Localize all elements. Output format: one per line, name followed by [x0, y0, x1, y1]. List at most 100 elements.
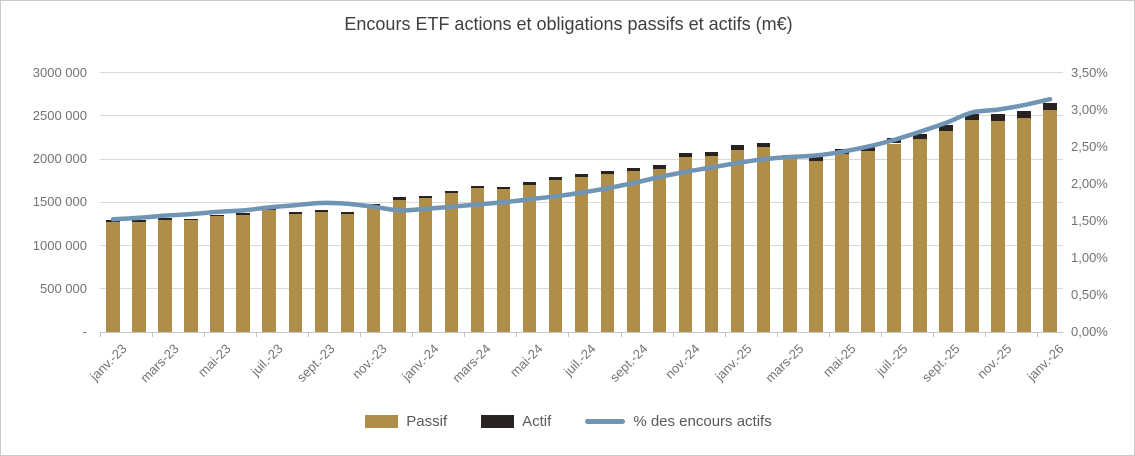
bar-passif-segment[interactable] [522, 184, 537, 332]
bar-passif-segment[interactable] [236, 215, 250, 332]
bar-passif-segment[interactable] [366, 206, 380, 332]
bar-actif-segment[interactable] [548, 176, 563, 180]
bar-passif-segment[interactable] [913, 138, 927, 332]
bar-actif-segment[interactable] [262, 207, 276, 210]
bar-actif-segment[interactable] [288, 212, 302, 215]
bar-passif-segment[interactable] [861, 150, 875, 332]
bar-passif-segment[interactable] [809, 160, 823, 332]
bar-passif-segment[interactable] [574, 176, 589, 332]
bar-actif-segment[interactable] [809, 156, 823, 161]
x-axis-tick [933, 333, 934, 337]
x-axis-tick [621, 333, 622, 337]
bar-actif-segment[interactable] [132, 219, 146, 222]
x-axis-tick [829, 333, 830, 337]
bar-passif-segment[interactable] [730, 149, 745, 332]
x-axis-tick [1037, 333, 1038, 337]
bar-actif-segment[interactable] [184, 218, 198, 221]
bar-passif-segment[interactable] [652, 168, 667, 332]
bar-actif-segment[interactable] [418, 196, 433, 199]
bar-actif-segment[interactable] [678, 153, 693, 157]
bar-actif-segment[interactable] [340, 212, 354, 215]
bar-actif-segment[interactable] [314, 209, 328, 212]
x-axis-tick [881, 333, 882, 337]
bar-passif-segment[interactable] [991, 120, 1005, 332]
bar-actif-segment[interactable] [730, 145, 745, 150]
bar-passif-segment[interactable] [600, 174, 615, 332]
bar-actif-segment[interactable] [496, 186, 511, 190]
bar-passif-segment[interactable] [288, 214, 302, 332]
bar-passif-segment[interactable] [314, 211, 328, 332]
bar-passif-segment[interactable] [678, 156, 693, 332]
bar-actif-segment[interactable] [965, 113, 979, 121]
bar-actif-segment[interactable] [756, 142, 771, 148]
bar-passif-segment[interactable] [158, 219, 172, 332]
bar-actif-segment[interactable] [991, 114, 1005, 121]
bar-passif-segment[interactable] [887, 143, 901, 332]
bar-actif-segment[interactable] [236, 213, 250, 216]
bar-actif-segment[interactable] [210, 214, 224, 217]
x-axis-tick [516, 333, 517, 337]
bar-passif-segment[interactable] [1017, 117, 1031, 332]
bar-actif-segment[interactable] [574, 173, 589, 177]
bar-passif-segment[interactable] [965, 120, 979, 332]
y-axis-label-left: 1000 000 [32, 237, 87, 253]
bar-actif-segment[interactable] [444, 191, 459, 194]
bar-passif-segment[interactable] [470, 188, 485, 332]
bar-passif-segment[interactable] [106, 222, 120, 332]
bar-passif-segment[interactable] [548, 179, 563, 332]
bar-passif-segment[interactable] [132, 221, 146, 332]
y-axis-label-left: 2500 000 [32, 107, 87, 123]
bar-actif-segment[interactable] [158, 217, 172, 220]
bar-actif-segment[interactable] [913, 133, 927, 139]
bar-actif-segment[interactable] [861, 146, 875, 151]
bar-passif-segment[interactable] [392, 199, 407, 332]
y-axis-label-right: 2,00% [1071, 175, 1108, 191]
bar-passif-segment[interactable] [184, 220, 198, 332]
bar-passif-segment[interactable] [444, 193, 459, 332]
y-axis-label-right: 1,00% [1071, 249, 1108, 265]
bar-actif-segment[interactable] [939, 125, 953, 132]
bar-actif-segment[interactable] [652, 165, 667, 169]
legend-item-passif[interactable]: Passif [365, 413, 447, 430]
x-axis-tick [256, 333, 257, 337]
bar-actif-segment[interactable] [1017, 110, 1031, 118]
bar-passif-segment[interactable] [939, 131, 953, 332]
bar-actif-segment[interactable] [783, 155, 797, 160]
x-axis-tick [204, 333, 205, 337]
bar-passif-segment[interactable] [626, 170, 641, 332]
bar-actif-segment[interactable] [835, 149, 849, 154]
legend-item-actif[interactable]: Actif [481, 413, 551, 430]
bar-passif-segment[interactable] [1043, 110, 1057, 332]
bar-actif-segment[interactable] [392, 197, 407, 200]
bar-actif-segment[interactable] [366, 203, 380, 207]
bar-actif-segment[interactable] [522, 181, 537, 185]
bar-actif-segment[interactable] [626, 167, 641, 171]
bar-passif-segment[interactable] [496, 189, 511, 332]
bar-passif-segment[interactable] [418, 198, 433, 332]
x-axis-tick [777, 333, 778, 337]
bar-passif-segment[interactable] [262, 209, 276, 332]
bar-actif-segment[interactable] [704, 151, 719, 156]
x-axis-tick [568, 333, 569, 337]
legend-actif-label: Actif [522, 413, 552, 430]
legend-item-line[interactable]: % des encours actifs [585, 413, 772, 430]
bar-actif-segment[interactable] [600, 171, 615, 175]
x-axis-tick [412, 333, 413, 337]
bar-passif-segment[interactable] [783, 159, 797, 332]
y-axis-label-left: 1500 000 [32, 194, 87, 210]
bar-passif-segment[interactable] [210, 216, 224, 332]
y-axis-label-right: 0,50% [1071, 286, 1108, 302]
bar-actif-segment[interactable] [470, 185, 485, 189]
bar-actif-segment[interactable] [887, 138, 901, 144]
chart-title: Encours ETF actions et obligations passi… [344, 14, 793, 34]
y-axis-label-right: 1,50% [1071, 212, 1108, 228]
bar-passif-segment[interactable] [835, 153, 849, 332]
y-axis-label-left: - [82, 324, 87, 339]
bar-passif-segment[interactable] [704, 155, 719, 332]
bar-actif-segment[interactable] [1043, 102, 1057, 111]
bar-passif-segment[interactable] [340, 214, 354, 332]
bar-passif-segment[interactable] [756, 147, 771, 332]
y-axis-label-left: 500 000 [40, 280, 87, 296]
gridline [100, 115, 1063, 117]
bar-actif-segment[interactable] [106, 220, 120, 223]
